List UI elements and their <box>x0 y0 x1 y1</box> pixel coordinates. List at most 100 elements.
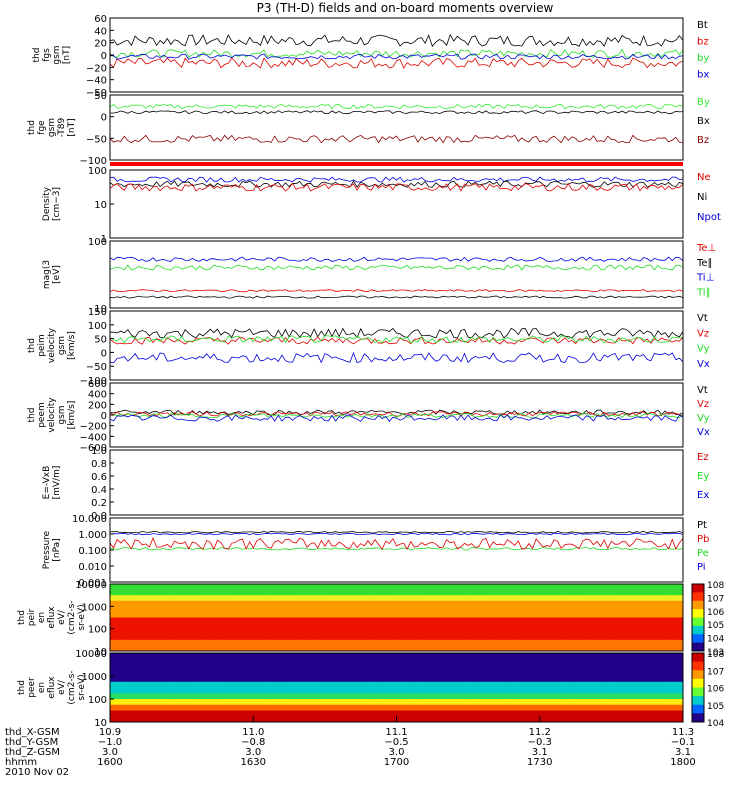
spectrogram-cell <box>625 628 636 635</box>
spectrogram-cell <box>310 623 321 630</box>
spectrogram-cell <box>597 595 608 602</box>
spectrogram-cell <box>339 687 350 694</box>
series-Pb <box>109 537 684 550</box>
spectrogram-cell <box>492 658 503 665</box>
spectrogram-cell <box>281 664 292 671</box>
spectrogram-cell <box>320 628 331 635</box>
legend-Vy: Vy <box>697 413 710 424</box>
spectrogram-cell <box>434 681 445 688</box>
spectrogram-cell <box>463 623 474 630</box>
spectrogram-cell <box>568 676 579 683</box>
y-axis-label: thd <box>27 338 37 353</box>
spectrogram-cell <box>597 704 608 711</box>
spectrogram-cell <box>406 670 417 677</box>
series-Pe <box>109 547 684 551</box>
spectrogram-cell <box>425 670 436 677</box>
spectrogram-cell <box>463 617 474 624</box>
legend-Vy: Vy <box>697 344 710 355</box>
spectrogram-cell <box>434 595 445 602</box>
spectrogram-cell <box>616 606 627 613</box>
spectrogram-cell <box>253 628 264 635</box>
spectrogram-cell <box>396 699 407 706</box>
spectrogram-cell <box>176 600 187 607</box>
spectrogram-cell <box>597 693 608 700</box>
spectrogram-cell <box>520 584 531 591</box>
spectrogram-cell <box>434 589 445 596</box>
colorbar-frame <box>691 583 705 652</box>
spectrogram-cell <box>396 681 407 688</box>
colorbar-label: 104 <box>707 635 724 645</box>
spectrogram-cell <box>396 639 407 646</box>
spectrogram-cell <box>377 681 388 688</box>
spectrogram-cell <box>224 704 235 711</box>
series-bx <box>109 53 684 60</box>
spectrogram-cell <box>110 639 121 646</box>
spectrogram-cell <box>587 645 598 652</box>
legend-Pt: Pt <box>697 520 707 531</box>
spectrogram-cell <box>386 687 397 694</box>
spectrogram-cell <box>110 681 121 688</box>
spectrogram-cell <box>281 699 292 706</box>
y-tick-label: 150 <box>88 307 107 318</box>
spectrogram-cell <box>176 645 187 652</box>
spectrogram-cell <box>482 687 493 694</box>
spectrogram-cell <box>291 628 302 635</box>
spectrogram-cell <box>167 670 178 677</box>
spectrogram-cell <box>425 623 436 630</box>
y-axis-label: peim <box>37 334 47 357</box>
spectrogram-cell <box>243 670 254 677</box>
spectrogram-cell <box>186 681 197 688</box>
spectrogram-cell <box>501 634 512 641</box>
spectrogram-cell <box>329 595 340 602</box>
spectrogram-cell <box>434 584 445 591</box>
spectrogram-cell <box>148 676 159 683</box>
spectrogram-cell <box>587 617 598 624</box>
spectrogram-cell <box>320 584 331 591</box>
spectrogram-cell <box>367 639 378 646</box>
spectrogram-cell <box>558 670 569 677</box>
y-tick-label: 200 <box>88 400 107 411</box>
spectrogram-cell <box>253 704 264 711</box>
spectrogram-cell <box>310 653 321 660</box>
spectrogram-cell <box>119 645 130 652</box>
spectrogram-cell <box>157 664 168 671</box>
spectrogram-cell <box>234 693 245 700</box>
spectrogram-cell <box>663 664 674 671</box>
spectrogram-cell <box>406 634 417 641</box>
spectrogram-cell <box>148 611 159 618</box>
spectrogram-cell <box>358 704 369 711</box>
spectrogram-cell <box>167 687 178 694</box>
spectrogram-cell <box>129 611 140 618</box>
spectrogram-cell <box>339 595 350 602</box>
spectrogram-cell <box>463 628 474 635</box>
spectrogram-cell <box>176 653 187 660</box>
spectrogram-cell <box>453 584 464 591</box>
spectrogram-cell <box>549 634 560 641</box>
y-axis-label: [km/s] <box>67 401 77 430</box>
spectrogram-cell <box>195 664 206 671</box>
spectrogram-cell <box>406 589 417 596</box>
spectrogram-cell <box>511 628 522 635</box>
spectrogram-cell <box>482 664 493 671</box>
y-tick-label: 50 <box>94 335 107 346</box>
spectrogram-cell <box>320 664 331 671</box>
spectrogram-cell <box>597 623 608 630</box>
spectrogram-cell <box>568 595 579 602</box>
spectrogram-cell <box>329 704 340 711</box>
spectrogram-cell <box>262 611 273 618</box>
spectrogram-cell <box>549 687 560 694</box>
spectrogram-cell <box>320 611 331 618</box>
spectrogram-cell <box>616 716 627 723</box>
spectrogram-cell <box>186 639 197 646</box>
y-tick-label: 600 <box>88 379 107 390</box>
spectrogram-cell <box>577 664 588 671</box>
y-axis-label: Pressure <box>42 530 52 569</box>
spectrogram-cell <box>577 716 588 723</box>
spectrogram-cell <box>434 634 445 641</box>
spectrogram-cell <box>148 699 159 706</box>
y-axis-label: velocity <box>47 397 57 433</box>
spectrogram-cell <box>367 600 378 607</box>
spectrogram-cell <box>539 716 550 723</box>
spectrogram-cell <box>587 595 598 602</box>
